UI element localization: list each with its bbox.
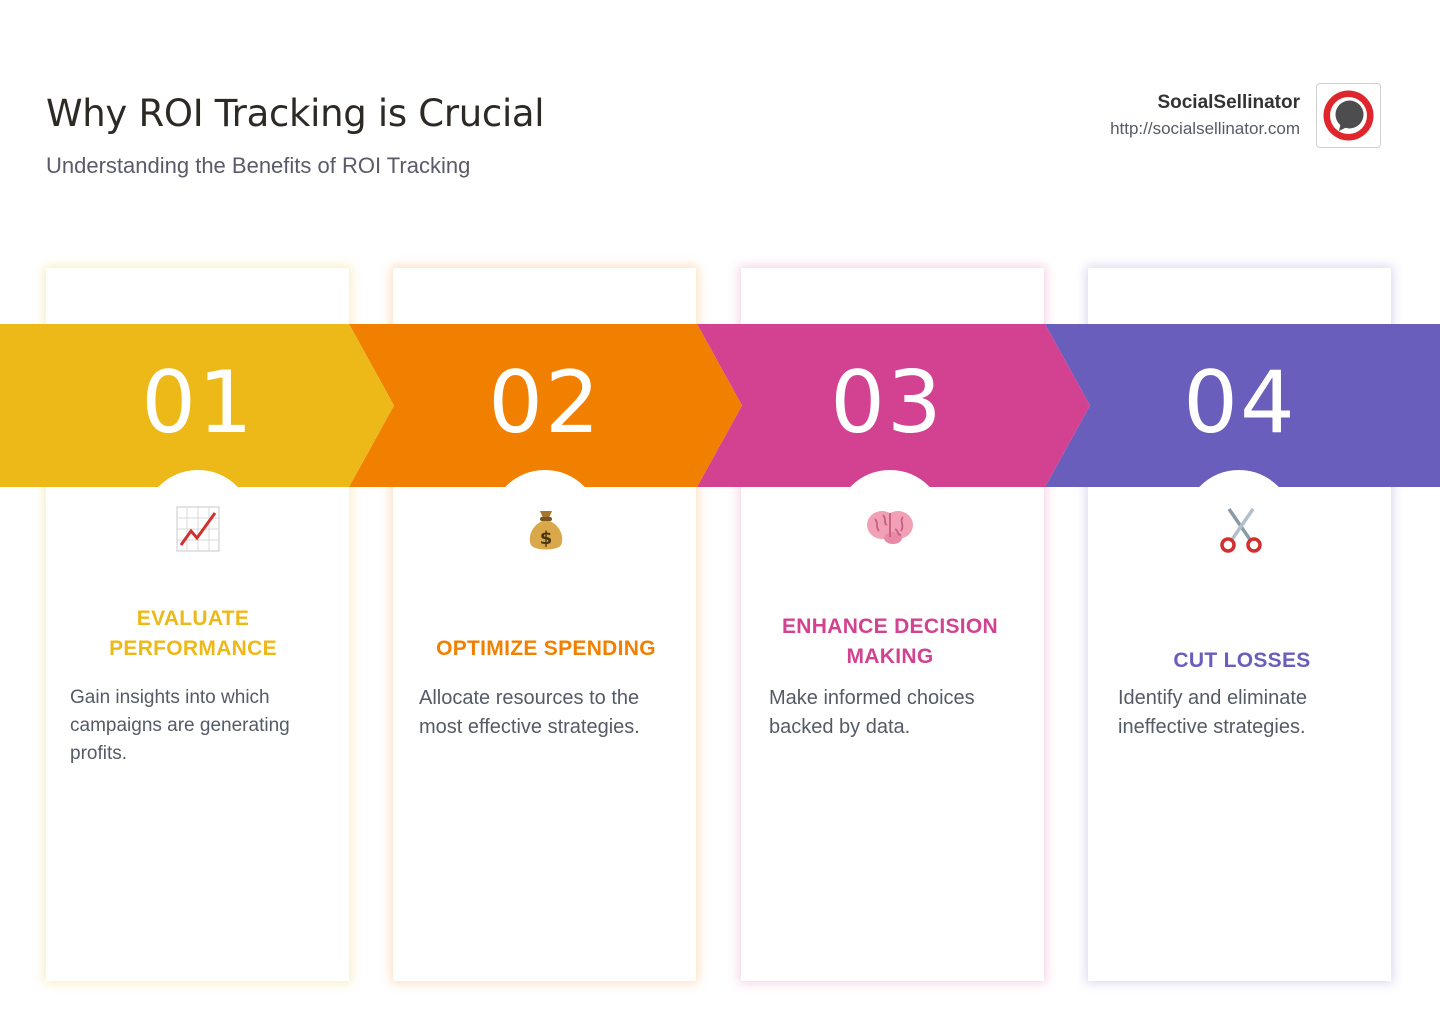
chevron-band: [0, 324, 1440, 487]
page-title: Why ROI Tracking is Crucial: [46, 92, 545, 135]
brain-icon: [860, 505, 920, 565]
step-description-2: Allocate resources to the most effective…: [419, 687, 640, 738]
chevron-segment-2: [349, 324, 742, 487]
money-bag-icon: $: [516, 505, 576, 565]
chart-increasing-icon: [168, 505, 228, 565]
page-subtitle: Understanding the Benefits of ROI Tracki…: [46, 153, 471, 178]
step-heading-2: OPTIMIZE SPENDING: [406, 634, 686, 664]
brand-url[interactable]: http://socialsellinator.com: [1110, 119, 1300, 138]
brand-block: SocialSellinator http://socialsellinator…: [1110, 90, 1300, 142]
step-heading-3-line-1: ENHANCE DECISION: [782, 615, 998, 638]
chevron-segment-4: [1045, 324, 1440, 487]
step-heading-3-line-2: MAKING: [846, 645, 934, 668]
chevron-segment-3: [697, 324, 1090, 487]
brand-logo-icon: [1316, 83, 1381, 148]
step-description-3: Make informed choices backed by data.: [769, 687, 975, 738]
step-description-1: Gain insights into which campaigns are g…: [70, 687, 290, 764]
step-number-4: 04: [1183, 353, 1297, 453]
step-heading-4-line-1: CUT LOSSES: [1173, 649, 1311, 672]
brand-name: SocialSellinator: [1157, 92, 1300, 113]
svg-text:$: $: [540, 528, 553, 549]
step-description-4: Identify and eliminate ineffective strat…: [1118, 687, 1308, 738]
step-heading-2-line-1: OPTIMIZE SPENDING: [436, 637, 656, 660]
step-heading-1: EVALUATE PERFORMANCE: [53, 604, 333, 664]
step-number-1: 01: [141, 353, 255, 453]
step-heading-1-line-2: PERFORMANCE: [109, 637, 277, 660]
step-heading-1-line-1: EVALUATE: [136, 607, 250, 630]
scissors-icon: [1211, 505, 1271, 565]
chevron-segment-1: [0, 324, 394, 487]
step-number-3: 03: [830, 353, 944, 453]
step-heading-3: ENHANCE DECISION MAKING: [750, 612, 1030, 672]
step-heading-4: CUT LOSSES: [1102, 646, 1382, 676]
step-number-2: 02: [488, 353, 602, 453]
